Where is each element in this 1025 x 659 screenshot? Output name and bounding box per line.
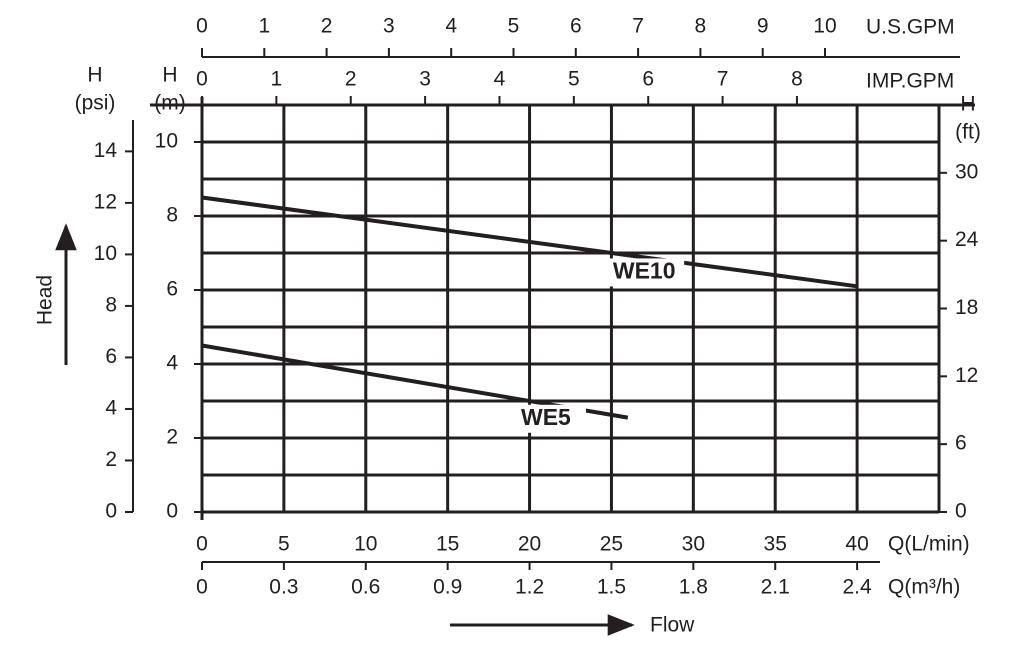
tick-label: 2.4: [843, 576, 873, 599]
x-tick-label: 0: [196, 533, 208, 556]
tick-label: 0: [105, 500, 117, 523]
x-tick-label: 10: [354, 533, 377, 556]
tick-label: 0: [196, 15, 208, 38]
axis-label: H: [960, 93, 975, 116]
x-tick-label: 40: [845, 533, 868, 556]
label-bg: [505, 404, 586, 433]
tick-label: 12: [94, 190, 117, 213]
axis-label: IMP.GPM: [866, 70, 954, 93]
tick-label: 6: [570, 15, 582, 38]
tick-label: 1: [258, 15, 270, 38]
tick-label: 10: [813, 15, 836, 38]
tick-label: 6: [955, 432, 967, 455]
tick-label: 0: [196, 576, 208, 599]
axis-label: U.S.GPM: [866, 16, 955, 39]
tick-label: 10: [94, 242, 117, 265]
x-tick-label: 30: [682, 533, 705, 556]
series-label: WE5: [521, 404, 571, 430]
x-tick-label: 15: [436, 533, 459, 556]
curve: [201, 195, 858, 289]
tick-label: 6: [642, 68, 654, 91]
y-title: Head: [34, 275, 57, 325]
tick-label: 8: [791, 68, 803, 91]
y-tick-label: 10: [155, 130, 178, 153]
tick-label: 1.2: [515, 576, 544, 599]
tick-label: 12: [955, 364, 978, 387]
tick-label: 0.6: [351, 576, 380, 599]
y-axis-label: H: [162, 64, 177, 87]
axis-label: Q(m³/h): [888, 576, 960, 599]
tick-label: 18: [955, 296, 978, 319]
tick-label: 7: [717, 68, 729, 91]
tick-label: 4: [445, 15, 457, 38]
tick-label: 9: [757, 15, 769, 38]
tick-label: 30: [955, 160, 978, 183]
tick-label: 0: [196, 68, 208, 91]
tick-label: 8: [105, 293, 117, 316]
tick-label: 2: [321, 15, 333, 38]
y-axis-label: (m): [154, 92, 185, 115]
tick-label: 0.3: [269, 576, 298, 599]
x-tick-label: 20: [518, 533, 541, 556]
tick-label: 24: [955, 228, 979, 251]
y-tick-label: 6: [166, 278, 178, 301]
y-tick-label: 8: [166, 204, 178, 227]
tick-label: 5: [508, 15, 520, 38]
tick-label: 3: [419, 68, 431, 91]
tick-label: 14: [94, 139, 118, 162]
tick-label: 4: [494, 68, 506, 91]
tick-label: 5: [568, 68, 580, 91]
axis-label: H: [87, 64, 102, 87]
y-tick-label: 4: [166, 352, 178, 375]
y-tick-label: 0: [166, 500, 178, 523]
tick-label: 0.9: [433, 576, 462, 599]
x-tick-label: 35: [764, 533, 787, 556]
tick-label: 0: [955, 500, 967, 523]
tick-label: 7: [632, 15, 644, 38]
tick-label: 4: [105, 397, 117, 420]
series-label: WE10: [613, 258, 676, 284]
x-title: Flow: [650, 614, 695, 637]
x-axis-label: Q(L/min): [888, 533, 970, 556]
label-bg: [604, 258, 685, 287]
axis-label: (ft): [955, 121, 981, 144]
y-tick-label: 2: [166, 426, 178, 449]
tick-label: 8: [695, 15, 707, 38]
tick-label: 1.5: [597, 576, 626, 599]
tick-label: 2.1: [761, 576, 790, 599]
tick-label: 1.8: [679, 576, 708, 599]
tick-label: 2: [105, 448, 117, 471]
tick-label: 3: [383, 15, 395, 38]
tick-label: 1: [271, 68, 283, 91]
tick-label: 6: [105, 345, 117, 368]
tick-label: 2: [345, 68, 357, 91]
x-tick-label: 5: [278, 533, 290, 556]
axis-label: (psi): [75, 92, 116, 115]
x-tick-label: 25: [600, 533, 623, 556]
